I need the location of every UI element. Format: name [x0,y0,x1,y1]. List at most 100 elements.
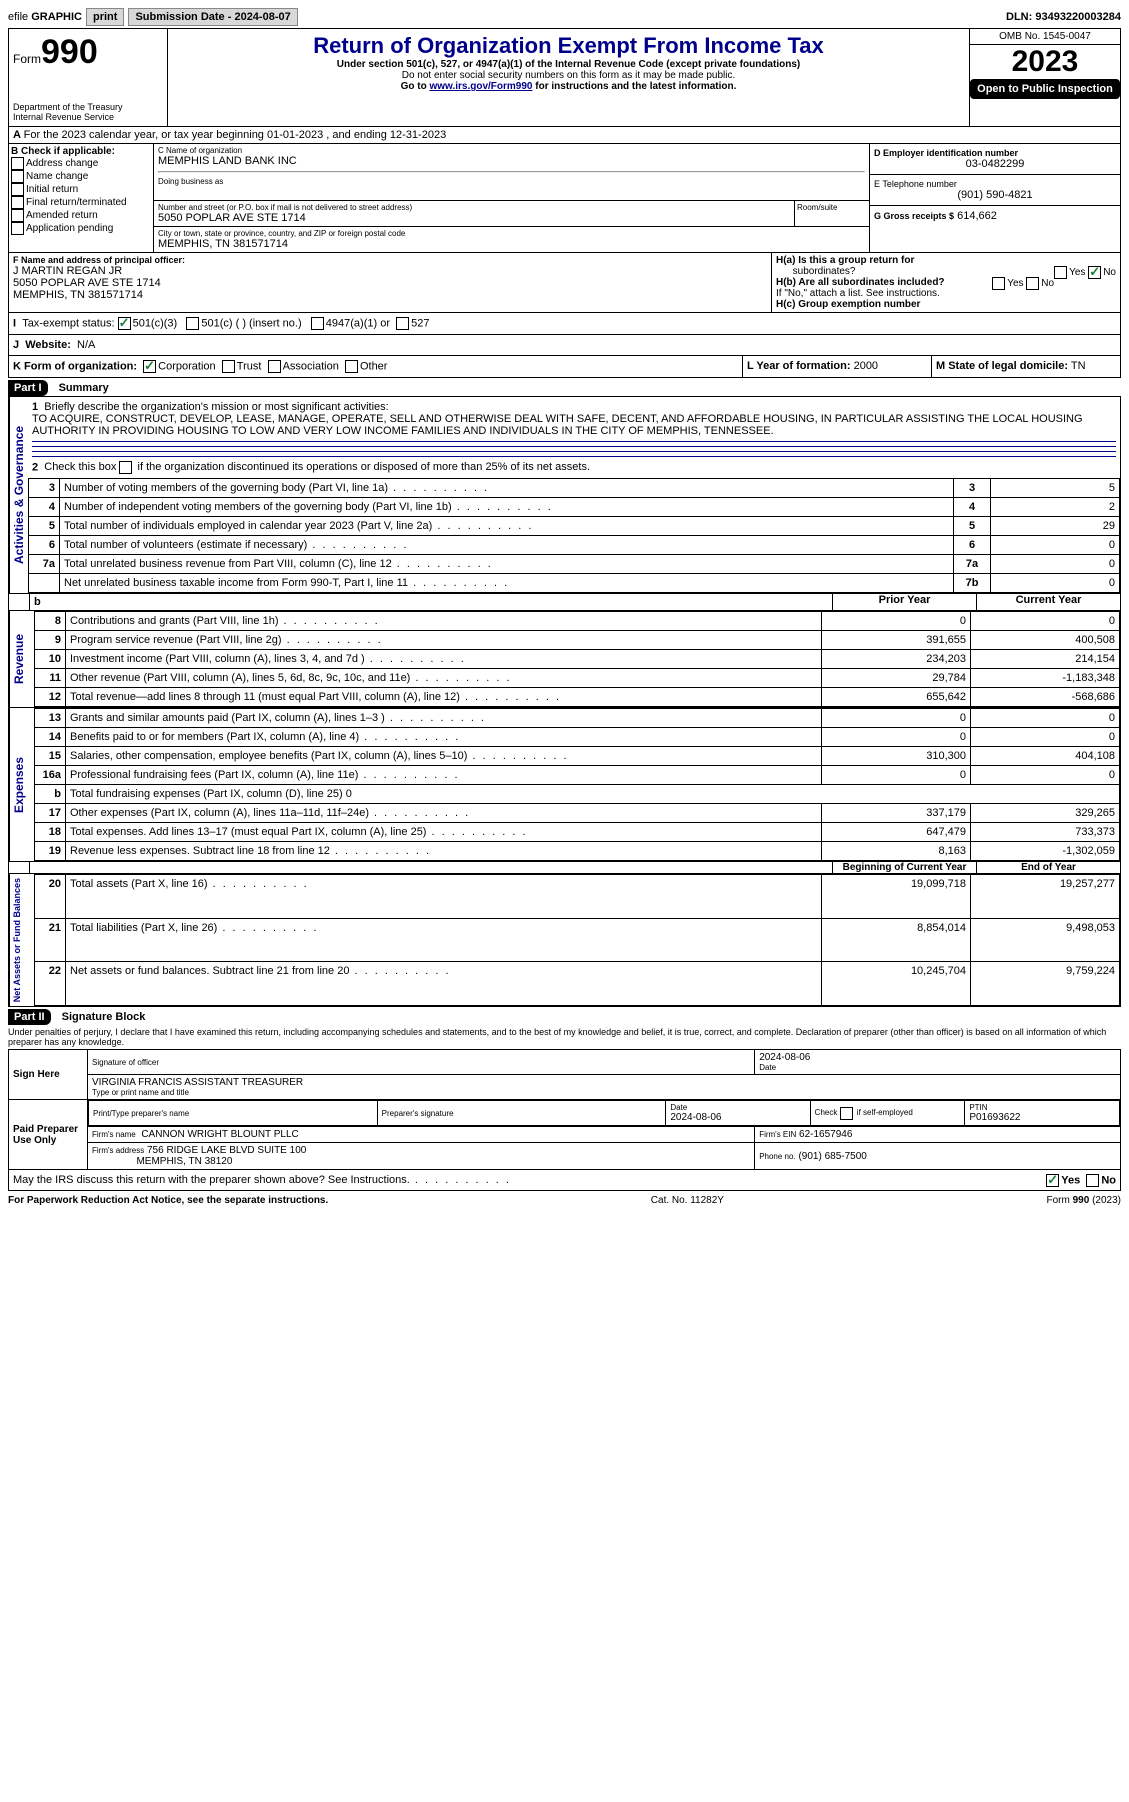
ein-label: D Employer identification number [874,148,1116,158]
line-no: 20 [35,875,66,919]
current-value: 19,257,277 [971,875,1120,919]
officer-name: J MARTIN REGAN JR [13,265,767,277]
sig-date-label: Date [759,1063,1116,1072]
part2-title: Signature Block [62,1011,146,1023]
org-name-label: C Name of organization [158,146,865,155]
box-b: B Check if applicable: Address change Na… [9,144,154,252]
cb-name-change[interactable]: Name change [26,171,88,182]
cb-amended-return[interactable]: Amended return [26,210,98,221]
prior-value: 0 [822,766,971,785]
line-text: Total unrelated business revenue from Pa… [60,555,954,574]
line-code: 7b [954,574,991,593]
current-value: -1,302,059 [971,842,1120,861]
prior-value: 391,655 [822,631,971,650]
discuss-row: May the IRS discuss this return with the… [8,1170,1121,1191]
street-label: Number and street (or P.O. box if mail i… [158,203,790,212]
line-text: Other revenue (Part VIII, column (A), li… [66,669,822,688]
h-b-note: If "No," attach a list. See instructions… [776,288,1116,299]
org-street: 5050 POPLAR AVE STE 1714 [158,212,790,224]
line-text: Investment income (Part VIII, column (A)… [66,650,822,669]
line-no: 10 [35,650,66,669]
col-begin-year: Beginning of Current Year [832,862,976,873]
omb-number: OMB No. 1545-0047 [970,29,1120,45]
prior-value: 647,479 [822,823,971,842]
col-prior-year: Prior Year [832,594,976,610]
part2-badge: Part II [8,1009,51,1025]
form-goto: Go to www.irs.gov/Form990 for instructio… [172,81,965,92]
line-text: Total revenue—add lines 8 through 11 (mu… [66,688,822,707]
form-footer: Form 990 (2023) [1047,1195,1121,1206]
line-value: 2 [991,498,1120,517]
current-value: 400,508 [971,631,1120,650]
gross-receipts-value: 614,662 [957,210,997,222]
part1-header-row: Part I Summary [8,380,1121,396]
line-code: 7a [954,555,991,574]
line-no: 12 [35,688,66,707]
officer-city: MEMPHIS, TN 381571714 [13,289,767,301]
line-value: 29 [991,517,1120,536]
gross-receipts-label: G Gross receipts $ [874,211,954,221]
phone-value: (901) 590-4821 [874,189,1116,201]
current-value: 0 [971,728,1120,747]
box-k: K Form of organization: Corporation Trus… [9,356,742,377]
form-subtitle-2: Do not enter social security numbers on … [172,70,965,81]
line-no: 8 [35,612,66,631]
ein-value: 03-0482299 [874,158,1116,170]
line-text: Total expenses. Add lines 13–17 (must eq… [66,823,822,842]
part1-badge: Part I [8,380,48,396]
city-label: City or town, state or province, country… [158,229,865,238]
sign-here-label: Sign Here [9,1050,88,1100]
org-name: MEMPHIS LAND BANK INC [158,155,865,167]
perjury-text: Under penalties of perjury, I declare th… [8,1025,1121,1049]
line-text: Net assets or fund balances. Subtract li… [66,962,822,1006]
current-value: 404,108 [971,747,1120,766]
print-button[interactable]: print [86,8,124,26]
line-code: 3 [954,479,991,498]
line-text: Program service revenue (Part VIII, line… [66,631,822,650]
ag-table: 3 Number of voting members of the govern… [28,478,1120,593]
line-no: 18 [35,823,66,842]
form990-link[interactable]: www.irs.gov/Form990 [429,81,532,92]
efile-label: efile GRAPHIC [8,11,82,23]
officer-sig-label: Signature of officer [92,1058,750,1067]
box-m: M State of legal domicile: TN [931,356,1120,377]
officer-name-label: Type or print name and title [92,1088,1116,1097]
line-no: 14 [35,728,66,747]
cb-address-change[interactable]: Address change [26,158,98,169]
dln-label: DLN: 93493220003284 [1006,11,1121,23]
phone-label: E Telephone number [874,179,1116,189]
form-header: Form990 Department of the Treasury Inter… [8,28,1121,127]
firm-phone: (901) 685-7500 [798,1151,866,1162]
line-value: 5 [991,479,1120,498]
submission-date-button[interactable]: Submission Date - 2024-08-07 [128,8,297,26]
prior-value: 10,245,704 [822,962,971,1006]
line-no: 11 [35,669,66,688]
org-city: MEMPHIS, TN 381571714 [158,238,865,250]
firm-addr: 756 RIDGE LAKE BLVD SUITE 100 [147,1145,306,1156]
q2-text: Check this box if the organization disco… [44,461,590,473]
q1-label: Briefly describe the organization's miss… [44,401,388,413]
line-value: 0 [991,536,1120,555]
officer-street: 5050 POPLAR AVE STE 1714 [13,277,767,289]
dba-label: Doing business as [158,177,865,186]
current-value: 733,373 [971,823,1120,842]
irs-label: Internal Revenue Service [13,112,163,122]
line-text: Number of independent voting members of … [60,498,954,517]
prior-value: 0 [822,728,971,747]
tax-year: 2023 [970,45,1120,79]
open-public-badge: Open to Public Inspection [970,79,1120,99]
line-no: 4 [29,498,60,517]
form-label: Form [13,52,41,66]
line-text: Total fundraising expenses (Part IX, col… [66,785,1120,804]
col-current-year: Current Year [976,594,1120,610]
cb-application-pending[interactable]: Application pending [26,223,113,234]
cb-initial-return[interactable]: Initial return [26,184,78,195]
firm-ein: 62-1657946 [799,1129,852,1140]
current-value: 0 [971,709,1120,728]
prior-value: 234,203 [822,650,971,669]
expenses-table: 13 Grants and similar amounts paid (Part… [34,708,1120,861]
cb-final-return[interactable]: Final return/terminated [26,197,127,208]
current-value: 329,265 [971,804,1120,823]
line-no [29,574,60,593]
line-no: 16a [35,766,66,785]
